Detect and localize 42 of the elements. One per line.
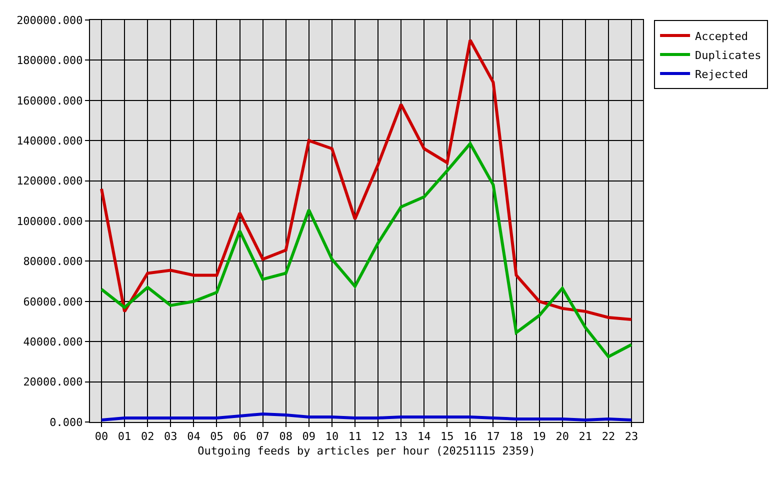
y-tick-label: 100000.000 (16, 214, 83, 228)
x-tick-label: 02 (140, 430, 154, 444)
x-axis-title: Outgoing feeds by articles per hour (20251115 2359) (198, 444, 536, 458)
y-tick-label: 200000.000 (16, 14, 83, 27)
x-tick-label: 04 (187, 430, 201, 444)
x-tick-label: 01 (118, 430, 132, 444)
line-series (100, 38, 633, 321)
y-tick-label: 40000.000 (23, 335, 83, 348)
y-tick-label: 0.000 (50, 416, 83, 429)
x-tick-label: 09 (302, 430, 316, 444)
legend-label: Duplicates (695, 48, 762, 62)
x-tick-label: 12 (371, 430, 385, 444)
y-tick-label: 120000.000 (16, 174, 83, 188)
x-tick-label: 14 (417, 430, 432, 444)
x-tick-label: 10 (325, 430, 339, 444)
x-tick-label: 23 (624, 430, 638, 444)
x-tick-label: 15 (440, 430, 454, 444)
x-tick-label: 13 (394, 430, 408, 444)
legend-label: Accepted (695, 30, 748, 43)
y-tick-label: 80000.000 (23, 255, 83, 268)
x-tick-label: 19 (532, 430, 546, 444)
x-tick-label: 20 (556, 430, 569, 444)
y-tick-label: 180000.000 (16, 54, 83, 68)
x-tick-label: 00 (94, 430, 108, 444)
x-tick-label: 18 (510, 430, 523, 444)
x-tick-label: 21 (578, 430, 592, 444)
line-series (100, 412, 633, 422)
x-tick-label: 08 (279, 430, 292, 444)
x-tick-label: 07 (256, 430, 270, 444)
legend-label: Rejected (695, 68, 748, 81)
x-tick-label: 17 (486, 430, 500, 444)
y-tick-label: 60000.000 (23, 295, 83, 308)
x-tick-label: 11 (348, 430, 362, 444)
y-tick-label: 160000.000 (16, 94, 83, 108)
x-tick-label: 05 (210, 430, 224, 444)
line-series (100, 142, 633, 358)
x-tick-label: 06 (233, 430, 246, 444)
y-tick-label: 20000.000 (23, 376, 83, 389)
x-tick-label: 16 (464, 430, 477, 444)
x-tick-label: 22 (602, 430, 616, 444)
y-tick-label: 140000.000 (16, 134, 83, 148)
x-tick-label: 03 (164, 430, 178, 444)
